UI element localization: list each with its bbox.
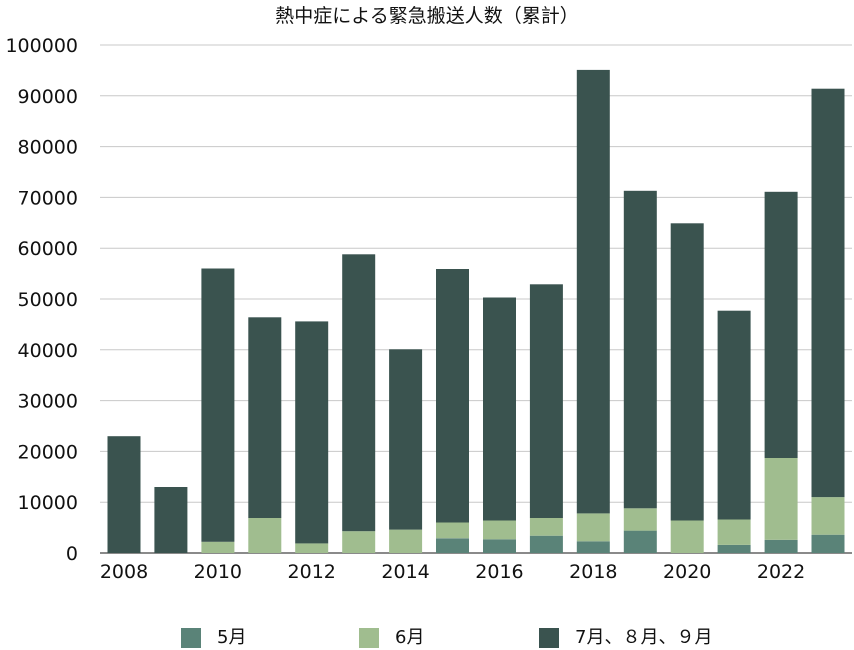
bar-2017-series-0 — [529, 535, 563, 553]
bar-2011-series-1 — [248, 517, 282, 553]
bar-2015-series-2 — [436, 269, 469, 523]
bar-2023-series-1 — [811, 497, 845, 535]
legend-label-jul-sep: 7月、８月、９月 — [575, 627, 713, 648]
bar-2021-series-2 — [717, 310, 751, 520]
x-tick-label-2020: 2020 — [663, 561, 711, 583]
bar-2021-series-0 — [717, 544, 751, 553]
bar-2019-series-0 — [623, 530, 657, 553]
y-tick-label-100000: 100000 — [5, 35, 78, 57]
bar-2010-series-1 — [201, 541, 235, 553]
legend-label-june: 6月 — [395, 627, 425, 648]
bar-2012-series-2 — [295, 321, 329, 544]
y-tick-label-40000: 40000 — [18, 340, 78, 362]
y-tick-label-0: 0 — [66, 543, 78, 565]
bar-2017-series-2 — [529, 284, 563, 518]
bar-2011-series-2 — [248, 317, 282, 518]
bar-2008-series-2 — [107, 436, 141, 553]
y-axis-tick-labels: 0 10000 20000 30000 40000 50000 60000 70000 8000… — [5, 35, 78, 565]
chart-title: 熱中症による緊急搬送人数（累計） — [275, 5, 579, 27]
y-tick-label-90000: 90000 — [18, 86, 78, 108]
x-tick-label-2012: 2012 — [288, 561, 336, 583]
bar-2020-series-2 — [670, 223, 704, 521]
y-tick-label-50000: 50000 — [18, 289, 78, 311]
bar-2013-series-1 — [342, 531, 376, 553]
legend-swatch-jul-sep — [539, 628, 559, 648]
bar-2023-series-2 — [811, 88, 845, 498]
legend-item-jul-sep: 7月、８月、９月 — [539, 628, 712, 648]
bar-2021-series-1 — [717, 519, 751, 545]
bar-2016-series-1 — [483, 520, 516, 540]
bar-2018-series-2 — [576, 69, 610, 514]
legend-item-may: 5月 — [181, 628, 246, 648]
bar-2016-series-0 — [483, 539, 516, 553]
bar-2019-series-2 — [623, 190, 657, 509]
x-axis-tick-labels: 2008 2010 2012 2014 2016 2018 2020 2022 — [100, 561, 805, 583]
y-tick-label-70000: 70000 — [18, 187, 78, 209]
x-tick-label-2018: 2018 — [569, 561, 617, 583]
legend-swatch-may — [181, 628, 201, 648]
x-tick-label-2010: 2010 — [194, 561, 242, 583]
bar-2013-series-2 — [342, 254, 376, 532]
bar-2022-series-1 — [764, 458, 798, 540]
y-tick-label-20000: 20000 — [18, 441, 78, 463]
y-tick-label-60000: 60000 — [18, 238, 78, 260]
bar-2022-series-0 — [764, 539, 798, 553]
bar-2009-series-2 — [154, 487, 188, 553]
bar-2018-series-0 — [576, 541, 610, 553]
bar-2014-series-1 — [389, 529, 423, 553]
bar-2012-series-1 — [295, 543, 329, 553]
bar-2016-series-2 — [483, 297, 516, 521]
legend-label-may: 5月 — [217, 627, 247, 648]
y-tick-label-80000: 80000 — [18, 137, 78, 159]
bar-2015-series-0 — [436, 538, 469, 553]
bar-2014-series-2 — [389, 349, 423, 530]
x-tick-label-2016: 2016 — [475, 561, 523, 583]
bar-2018-series-1 — [576, 513, 610, 542]
y-tick-label-10000: 10000 — [18, 492, 78, 514]
x-tick-label-2008: 2008 — [100, 561, 148, 583]
legend-item-june: 6月 — [359, 628, 424, 648]
bar-2023-series-0 — [811, 534, 845, 553]
bar-2017-series-1 — [529, 517, 563, 536]
bar-2022-series-2 — [764, 191, 798, 459]
legend: 5月 6月 7月、８月、９月 — [0, 628, 854, 650]
x-tick-label-2022: 2022 — [757, 561, 805, 583]
x-tick-label-2014: 2014 — [381, 561, 429, 583]
bar-2019-series-1 — [623, 508, 657, 531]
y-tick-label-30000: 30000 — [18, 391, 78, 413]
bar-2020-series-1 — [670, 520, 704, 553]
legend-swatch-june — [359, 628, 379, 648]
bar-2015-series-1 — [436, 522, 469, 539]
bars — [107, 69, 845, 553]
bar-2010-series-2 — [201, 268, 235, 542]
